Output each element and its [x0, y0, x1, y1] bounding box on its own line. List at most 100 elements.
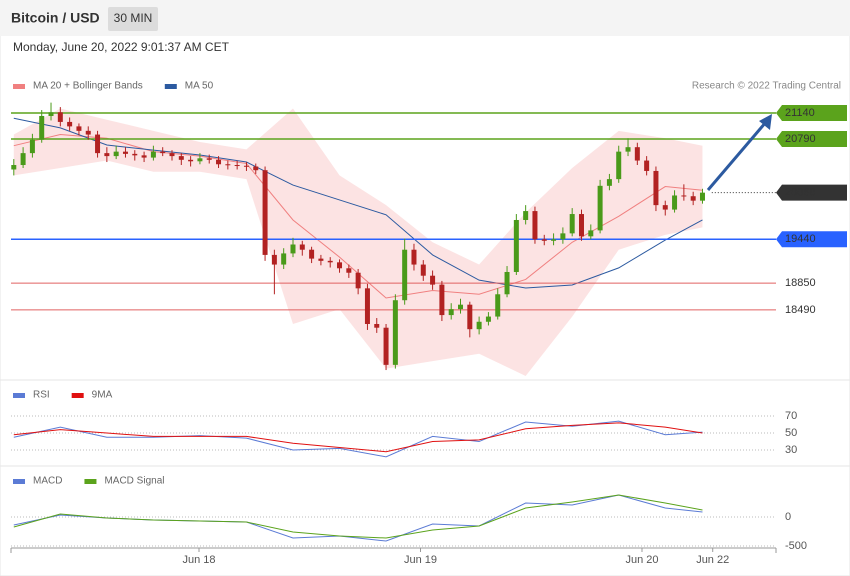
x-tick-label: Jun 22: [696, 554, 729, 566]
x-tick-label: Jun 20: [625, 554, 658, 566]
candle-body: [206, 158, 212, 160]
candle-body: [234, 165, 240, 167]
ma-line: [13, 117, 703, 289]
level-box: [776, 131, 847, 148]
candle-body: [262, 170, 268, 255]
candle-body: [392, 300, 398, 365]
candle-body: [411, 249, 417, 265]
indicator-line: [13, 422, 703, 453]
level-label: 20790: [785, 133, 816, 145]
candle-body: [430, 275, 436, 285]
candle-body: [383, 327, 389, 365]
candle-body: [253, 166, 259, 171]
candle-body: [113, 151, 119, 157]
legend-swatch: [71, 393, 84, 398]
candle-body: [160, 151, 166, 154]
candle-body: [448, 309, 454, 316]
interval-button[interactable]: [108, 7, 158, 31]
bollinger-band: [13, 108, 703, 376]
datetime: Monday, June 20, 2022 9:01:37 AM CET: [13, 40, 230, 54]
legend-swatch: [13, 84, 25, 89]
candle-body: [20, 153, 26, 166]
candle-body: [57, 112, 63, 122]
y-tick-label: 50: [785, 427, 797, 439]
interval-label[interactable]: 30 MIN: [114, 11, 153, 25]
level-label: 21140: [785, 107, 815, 119]
candle-body: [318, 258, 324, 261]
forecast-arrow-head: [759, 114, 772, 130]
candle-body: [578, 214, 584, 237]
candle-body: [551, 239, 557, 241]
candle-body: [625, 147, 631, 152]
candle-body: [67, 121, 73, 127]
legend-swatch: [13, 479, 25, 484]
candle-body: [616, 151, 622, 180]
candle-body: [76, 126, 82, 131]
candle-body: [374, 323, 380, 328]
candle-body: [346, 268, 352, 273]
candle-body: [122, 151, 128, 154]
legend-label: MA 20 + Bollinger Bands: [33, 81, 143, 92]
candle-body: [402, 249, 408, 301]
candle-body: [569, 214, 575, 234]
candle-body: [541, 239, 547, 241]
candle-body: [48, 112, 54, 116]
candle-body: [699, 192, 705, 201]
candle-body: [458, 304, 464, 310]
candle-body: [439, 284, 445, 316]
candle-body: [597, 185, 603, 231]
legend-label: MACD: [33, 476, 62, 487]
candle-body: [662, 205, 668, 210]
candle-body: [85, 130, 91, 135]
candle-body: [309, 249, 315, 259]
candle-body: [495, 294, 501, 317]
y-tick-label: 30: [785, 444, 797, 456]
candle-body: [225, 164, 231, 166]
candle-body: [141, 155, 147, 158]
legend-label: MACD Signal: [104, 476, 164, 487]
candle-body: [681, 195, 687, 197]
candle-body: [634, 147, 640, 161]
candle-body: [690, 196, 696, 201]
level-label: 18490: [785, 304, 816, 316]
legend-label: 9MA: [92, 390, 113, 401]
candle-body: [178, 156, 184, 160]
candle-body: [39, 115, 45, 140]
candle-body: [355, 272, 361, 289]
level-label: 20068: [785, 187, 816, 199]
indicator-line: [13, 494, 703, 539]
candle-body: [560, 233, 566, 240]
candle-body: [243, 165, 249, 167]
candle-body: [216, 159, 222, 165]
legend-swatch: [13, 393, 25, 398]
y-tick-label: -500: [785, 540, 807, 552]
candle-body: [532, 211, 538, 240]
title: Bitcoin / USD: [11, 10, 100, 26]
forecast-arrow: [706, 121, 768, 191]
candle-body: [169, 153, 175, 157]
candle-body: [364, 288, 370, 324]
candle-body: [653, 170, 659, 206]
ma-line: [13, 134, 703, 299]
candle-body: [606, 179, 612, 186]
candle-body: [644, 160, 650, 171]
x-tick-label: Jun 18: [182, 554, 215, 566]
y-tick-label: 70: [785, 410, 797, 422]
annotation: Research © 2022 Trading Central: [692, 81, 841, 92]
candle-body: [271, 254, 277, 265]
candle-body: [299, 244, 305, 250]
candle-body: [197, 158, 203, 162]
candle-body: [485, 316, 491, 322]
candle-body: [104, 153, 110, 157]
candle-body: [513, 219, 519, 272]
level-box: [776, 231, 847, 248]
candle-body: [420, 264, 426, 276]
candle-body: [523, 211, 529, 220]
legend-label: RSI: [33, 390, 50, 401]
candle-body: [132, 153, 138, 156]
candle-body: [504, 271, 510, 295]
level-box: [776, 184, 847, 201]
legend-swatch: [164, 84, 177, 89]
legend-swatch: [84, 479, 97, 484]
